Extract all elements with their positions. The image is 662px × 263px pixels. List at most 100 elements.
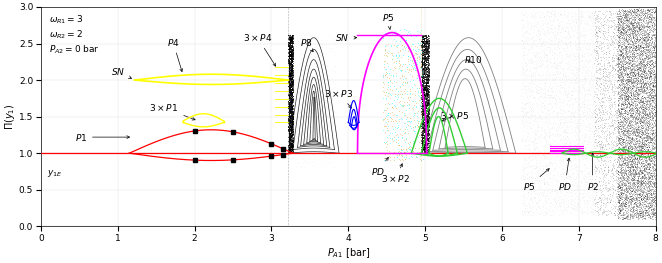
Point [423,97,434,102]
Point [521,94,532,98]
Point [622,158,632,162]
Point [615,162,626,166]
Point [640,101,651,105]
Point [581,28,592,33]
Point [624,29,635,34]
Point [584,109,594,114]
Point [552,54,563,58]
Point [567,68,577,73]
Point [520,182,531,186]
Point [645,73,656,78]
Point [529,140,540,144]
Point [569,139,579,143]
Point [546,146,557,150]
Point [635,209,645,213]
Point [405,152,416,156]
Point [588,84,598,88]
Point [588,212,598,216]
Point [540,117,550,121]
Point [424,92,434,96]
Point [295,59,306,63]
Point [646,7,657,11]
Point [320,74,331,78]
Point [627,122,638,126]
Point [613,20,624,24]
Point [545,38,556,43]
Point [639,51,650,55]
Point [564,36,575,40]
Point [617,33,628,37]
Point [412,124,423,128]
Point [590,163,600,167]
Point [627,18,638,22]
Point [420,44,431,49]
Point [518,161,529,165]
Point [323,139,334,143]
Point [528,43,539,47]
Point [623,57,634,61]
Point [562,30,573,34]
Point [637,170,647,174]
Point [630,54,640,59]
Point [547,141,557,145]
Point [526,87,536,91]
Point [283,132,294,136]
Point [533,181,544,185]
Point [611,180,622,185]
Point [649,166,660,171]
Point [534,98,544,102]
Point [616,30,626,34]
Point [639,154,650,158]
Point [548,70,559,74]
Point [423,80,434,84]
Point [587,113,598,117]
Point [588,16,598,20]
Point [632,148,643,152]
Point [553,44,563,48]
Point [626,39,637,43]
Point [285,83,296,87]
Point [423,111,434,115]
Point [580,169,591,173]
Point [283,125,294,129]
Point [638,69,649,73]
Point [287,132,298,136]
Point [590,47,600,52]
Point [285,91,296,95]
Point [617,116,628,120]
Point [614,67,625,71]
Point [598,23,608,27]
Point [286,38,297,43]
Point [634,139,645,143]
Point [598,109,608,114]
Point [638,38,648,42]
Point [522,11,533,15]
Point [419,36,430,40]
Point [424,74,434,78]
Point [613,90,624,95]
Point [618,209,628,214]
Point [606,210,617,214]
Point [421,103,432,108]
Point [285,104,296,108]
Point [618,109,629,113]
Point [285,94,295,98]
Point [519,50,530,54]
Point [631,13,641,18]
Point [607,24,618,28]
Point [414,98,424,103]
Point [285,60,296,64]
Point [649,93,660,97]
Point [614,206,624,210]
Point [617,216,628,221]
Point [620,197,630,201]
Point [647,195,657,200]
Point [524,50,535,54]
Point [593,68,604,73]
Point [602,168,613,172]
Point [647,78,658,82]
Point [643,163,654,168]
Point [645,135,656,139]
Point [419,41,430,45]
Point [420,39,431,43]
